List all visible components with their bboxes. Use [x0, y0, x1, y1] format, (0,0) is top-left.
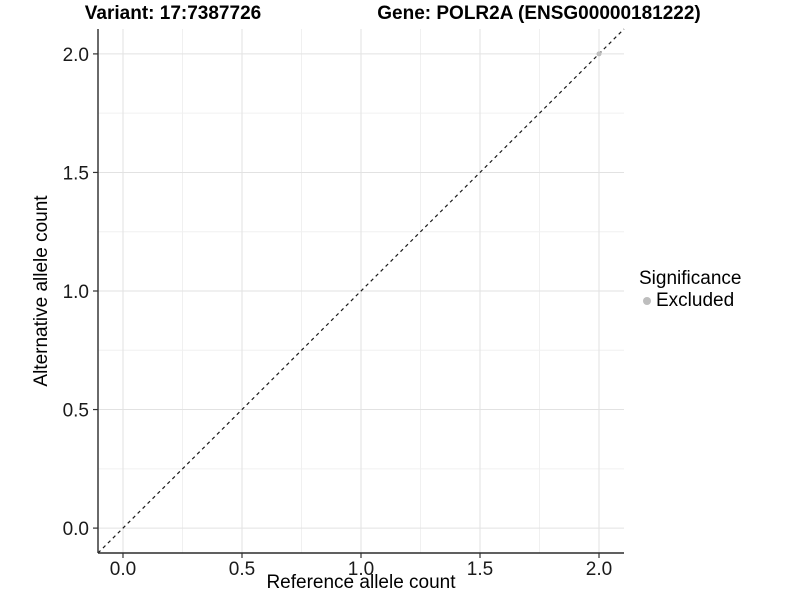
gene-title: Gene: POLR2A (ENSG00000181222)	[377, 3, 701, 24]
y-tick-label: 2.0	[63, 45, 89, 66]
x-axis-title: Reference allele count	[266, 572, 456, 593]
legend-entry-excluded: Excluded	[639, 290, 741, 311]
y-tick-label: 1.5	[63, 163, 89, 184]
legend: Significance Excluded	[639, 268, 741, 311]
identity-dashed-line	[97, 28, 625, 554]
x-tick-label: 0.5	[229, 559, 255, 580]
variant-title: Variant: 17:7387726	[84, 3, 262, 24]
data-point-excluded	[596, 51, 602, 57]
excluded-point-icon	[643, 296, 651, 305]
x-tick-label: 1.5	[467, 559, 493, 580]
legend-entry-label: Excluded	[656, 290, 735, 311]
y-axis-title: Alternative allele count	[31, 195, 52, 387]
x-tick-label: 1.0	[348, 559, 374, 580]
x-tick-label: 2.0	[586, 559, 612, 580]
legend-title: Significance	[639, 268, 742, 289]
y-tick-label: 0.5	[63, 401, 89, 422]
y-tick-label: 1.0	[63, 282, 89, 303]
y-tick-label: 0.0	[63, 519, 89, 540]
x-tick-label: 0.0	[110, 559, 136, 580]
